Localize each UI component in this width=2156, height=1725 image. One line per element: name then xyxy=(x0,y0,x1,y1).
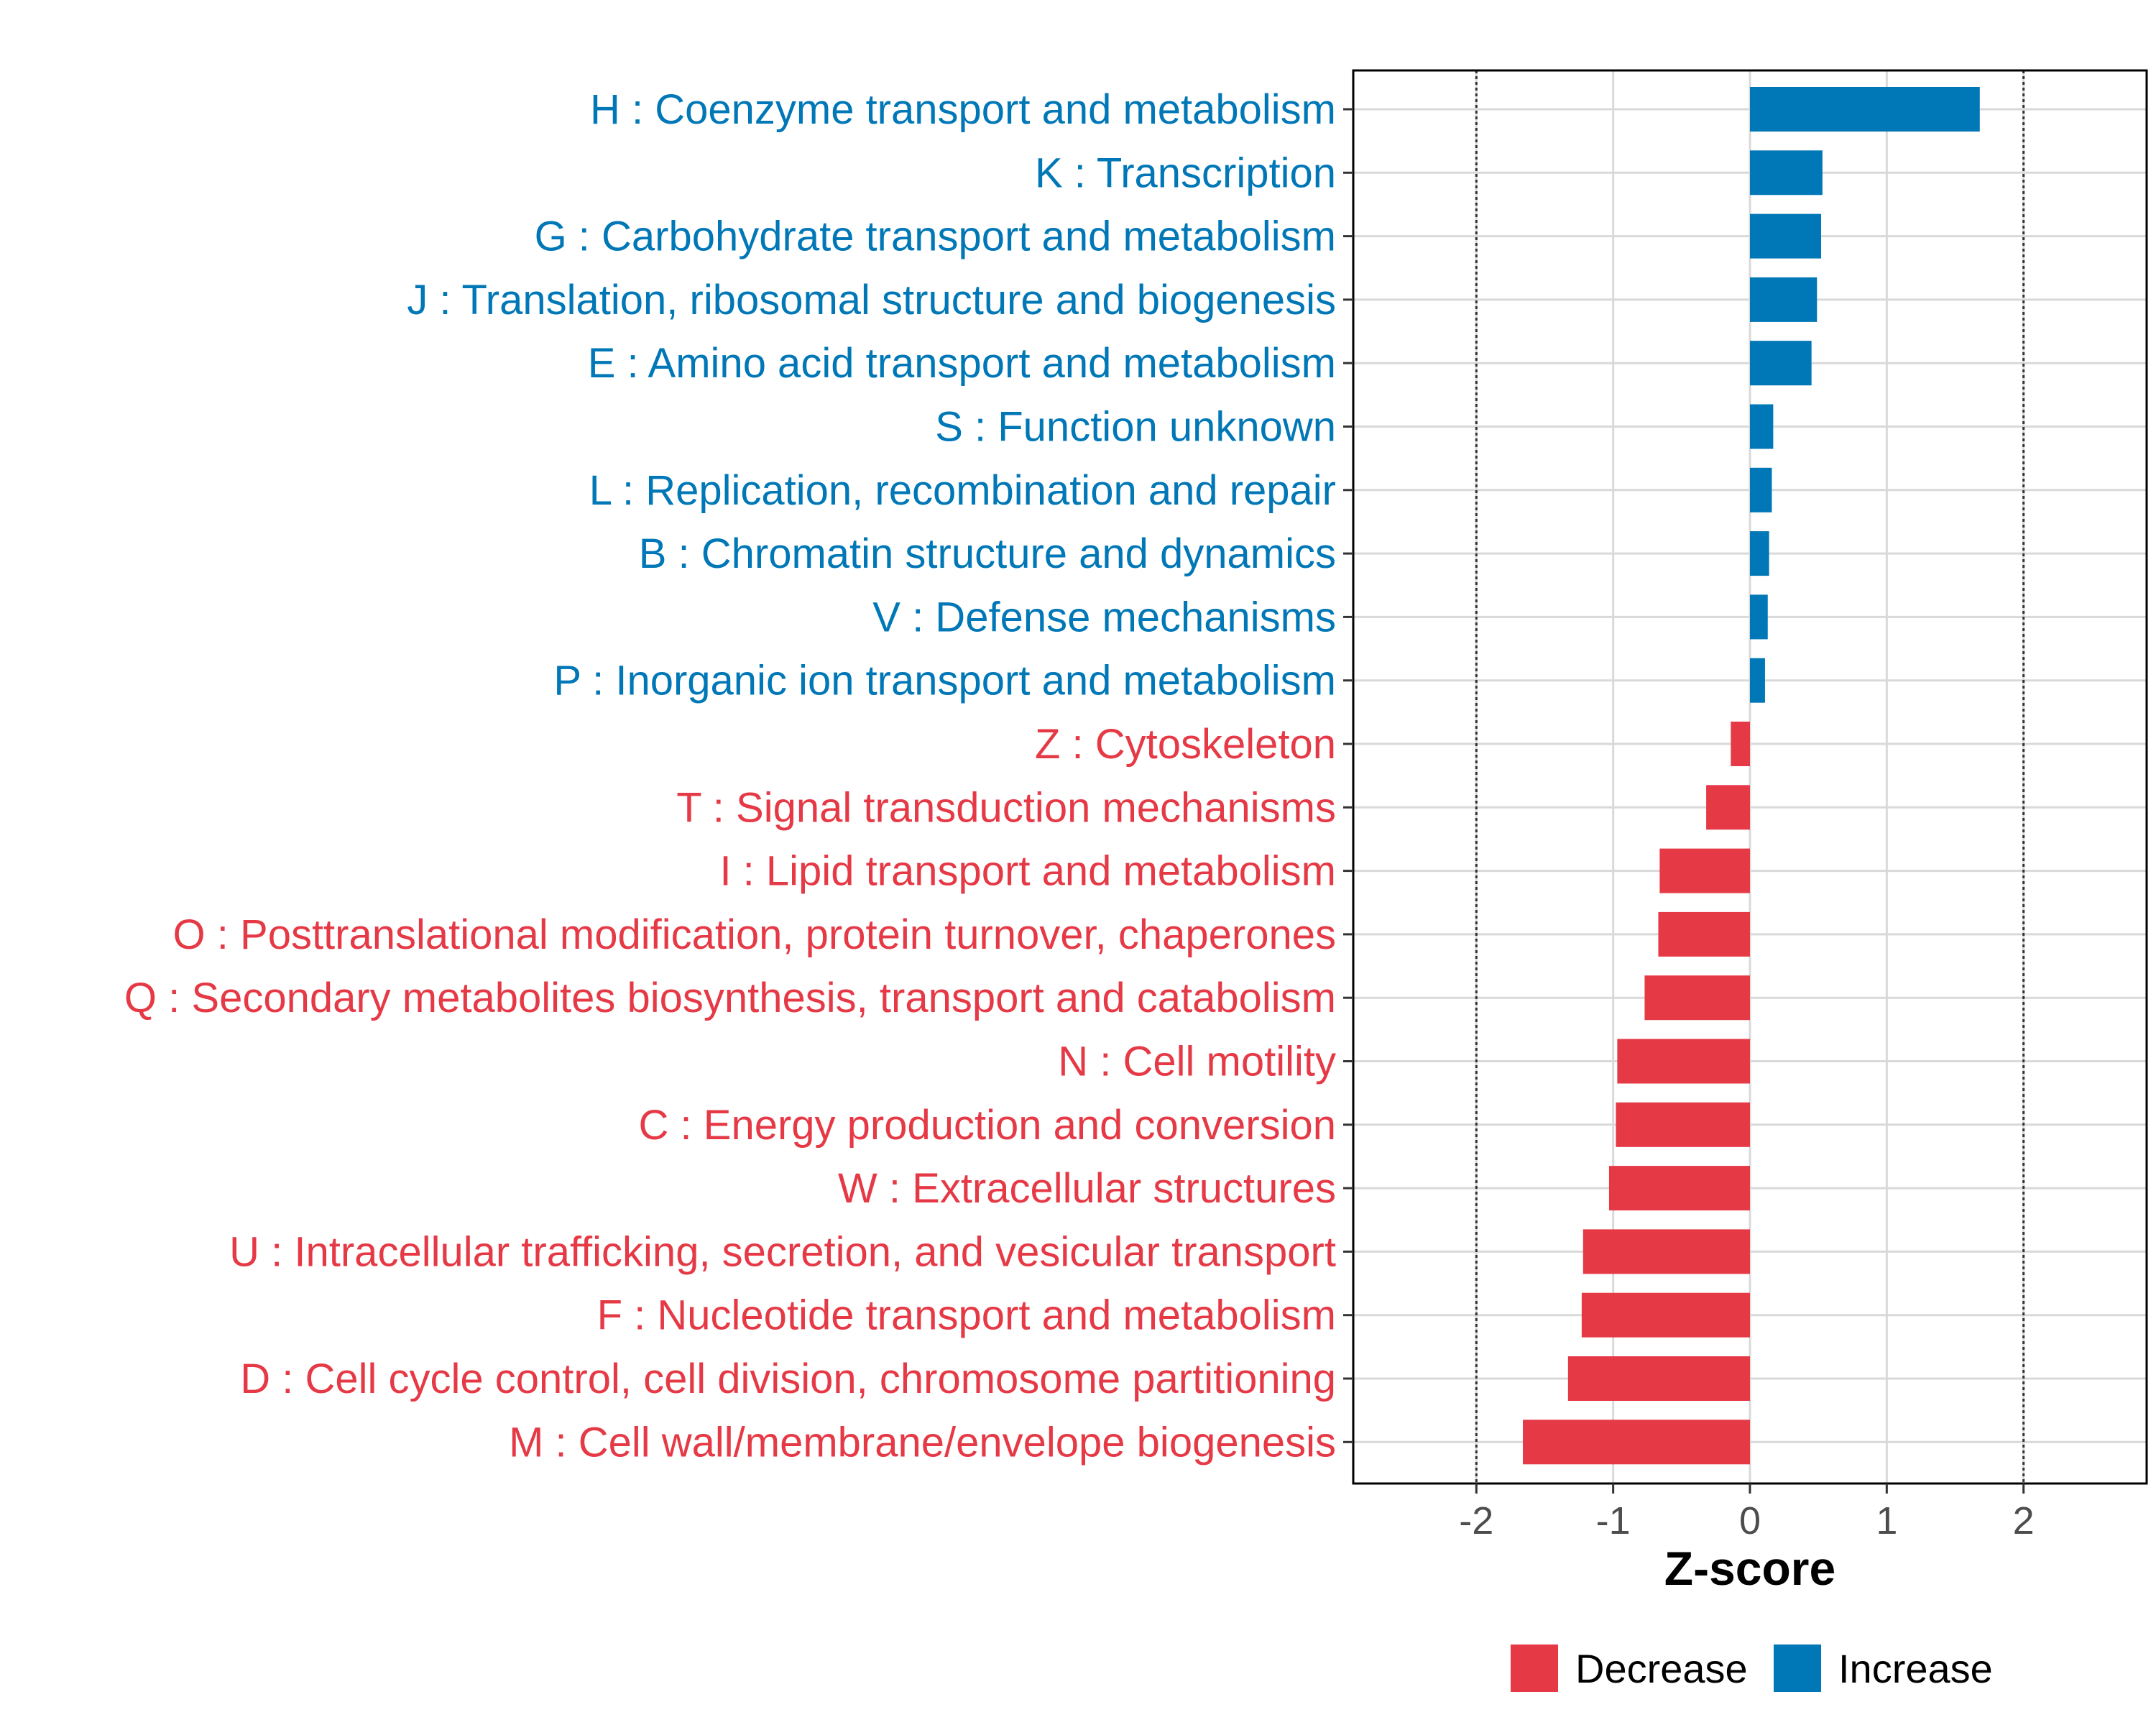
category-label: I : Lipid transport and metabolism xyxy=(719,848,1336,895)
category-label: Z : Cytoskeleton xyxy=(1035,721,1336,768)
bar xyxy=(1750,87,1980,132)
x-axis-title: Z-score xyxy=(1664,1542,1835,1595)
bars-layer xyxy=(1523,87,1980,1465)
category-label: D : Cell cycle control, cell division, c… xyxy=(240,1356,1336,1402)
bar xyxy=(1750,594,1768,640)
category-label: O : Posttranslational modification, prot… xyxy=(173,911,1336,958)
bar xyxy=(1659,848,1750,893)
category-label: J : Translation, ribosomal structure and… xyxy=(407,277,1336,323)
category-label: M : Cell wall/membrane/envelope biogenes… xyxy=(509,1419,1336,1466)
bar xyxy=(1583,1229,1750,1274)
bar xyxy=(1750,277,1818,322)
category-label: P : Inorganic ion transport and metaboli… xyxy=(553,658,1336,704)
category-label: Q : Secondary metabolites biosynthesis, … xyxy=(124,975,1336,1021)
bar xyxy=(1706,785,1750,830)
bar xyxy=(1750,341,1812,386)
legend-label-decrease: Decrease xyxy=(1575,1646,1748,1691)
x-tick-label: 1 xyxy=(1876,1499,1897,1542)
category-label: F : Nucleotide transport and metabolism xyxy=(597,1292,1336,1339)
category-label: K : Transcription xyxy=(1035,150,1336,196)
y-axis: H : Coenzyme transport and metabolism K :… xyxy=(124,86,1353,1466)
bar xyxy=(1644,975,1750,1021)
category-label: N : Cell motility xyxy=(1058,1039,1336,1085)
category-label: C : Energy production and conversion xyxy=(639,1102,1336,1149)
category-label: B : Chromatin structure and dynamics xyxy=(639,530,1336,577)
category-label: G : Carbohydrate transport and metabolis… xyxy=(535,213,1336,260)
bar xyxy=(1581,1292,1750,1338)
x-tick-label: -2 xyxy=(1459,1499,1493,1542)
category-label: U : Intracellular trafficking, secretion… xyxy=(229,1228,1336,1275)
category-label: S : Function unknown xyxy=(935,404,1336,451)
bar xyxy=(1750,213,1821,259)
bar xyxy=(1617,1039,1750,1084)
bar xyxy=(1750,404,1774,449)
x-tick-label: 2 xyxy=(2013,1499,2035,1542)
category-label: V : Defense mechanisms xyxy=(872,594,1336,640)
category-label: T : Signal transduction mechanisms xyxy=(676,784,1336,831)
category-label: H : Coenzyme transport and metabolism xyxy=(590,86,1336,133)
bar xyxy=(1750,150,1823,196)
bar xyxy=(1750,467,1772,512)
legend-label-increase: Increase xyxy=(1838,1646,1993,1691)
bar xyxy=(1616,1102,1750,1147)
bar xyxy=(1750,531,1769,576)
bar xyxy=(1608,1166,1750,1211)
category-label: E : Amino acid transport and metabolism xyxy=(588,340,1336,387)
legend-key-increase xyxy=(1774,1644,1821,1692)
x-tick-label: -1 xyxy=(1596,1499,1631,1542)
x-tick-label: 0 xyxy=(1739,1499,1761,1542)
legend-key-decrease xyxy=(1511,1644,1558,1692)
bar xyxy=(1658,911,1750,957)
bar xyxy=(1750,658,1765,703)
category-label: W : Extracellular structures xyxy=(838,1165,1336,1212)
bar xyxy=(1523,1420,1750,1465)
bar xyxy=(1567,1356,1750,1401)
x-axis: -2 -1 0 1 2 xyxy=(1459,1484,2035,1542)
bar xyxy=(1731,722,1750,766)
legend: Decrease Increase xyxy=(1511,1644,1993,1692)
category-label: L : Replication, recombination and repai… xyxy=(589,467,1336,514)
